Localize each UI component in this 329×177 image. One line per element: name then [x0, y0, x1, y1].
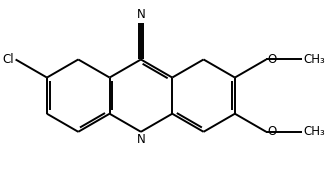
Text: O: O [267, 53, 276, 66]
Text: N: N [137, 133, 145, 146]
Text: O: O [267, 125, 276, 138]
Text: N: N [137, 8, 145, 21]
Text: Cl: Cl [2, 53, 14, 66]
Text: CH₃: CH₃ [303, 125, 325, 138]
Text: CH₃: CH₃ [303, 53, 325, 66]
